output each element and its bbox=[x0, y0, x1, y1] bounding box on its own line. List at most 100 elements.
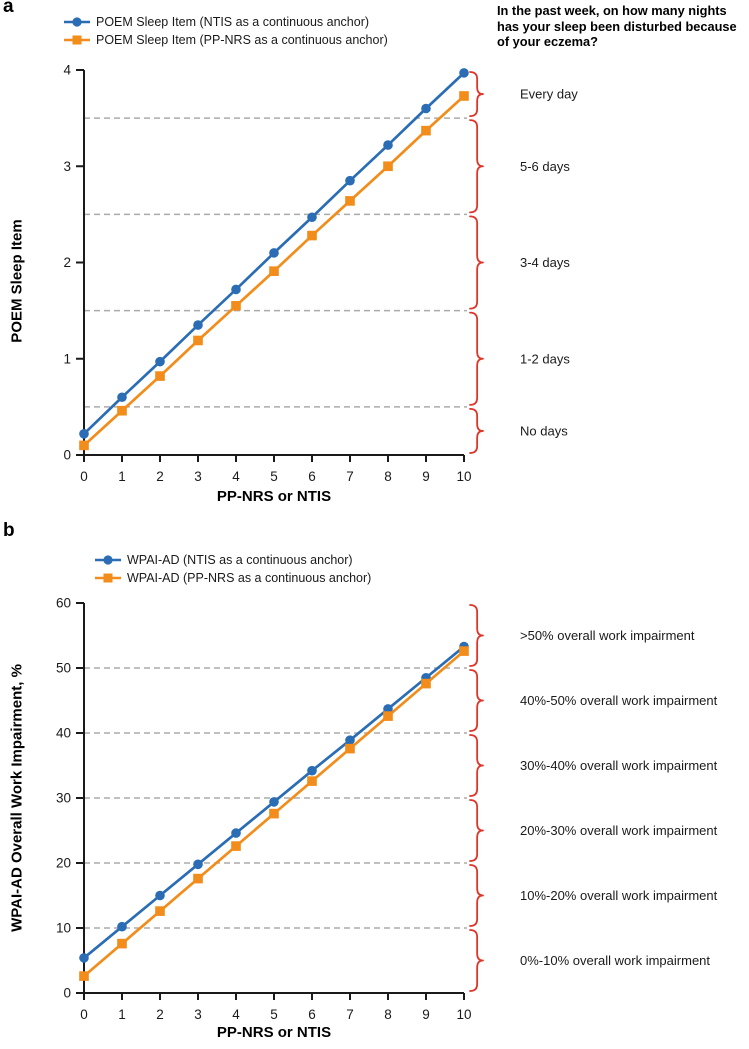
data-point-marker bbox=[231, 841, 241, 851]
x-tick-label: 4 bbox=[232, 469, 240, 484]
x-tick-label: 5 bbox=[270, 469, 278, 484]
panel-b: 0 1 2 3 4 5 6 7 8 9 10 0 10 20 30 40 50 60 >50% overall wo… bbox=[56, 596, 718, 1023]
legend-item: WPAI-AD (NTIS as a continuous anchor) bbox=[95, 551, 371, 569]
y-tick-label: 0 bbox=[63, 986, 71, 1001]
x-tick-label: 7 bbox=[346, 469, 354, 484]
data-point-marker bbox=[269, 808, 279, 819]
y-tick-label: 40 bbox=[56, 726, 71, 741]
x-tick-label: 8 bbox=[384, 469, 392, 484]
x-tick-label: 7 bbox=[346, 1007, 354, 1022]
x-tick-label: 10 bbox=[456, 469, 471, 484]
data-point-marker bbox=[231, 301, 241, 311]
data-point-marker bbox=[269, 797, 279, 807]
x-tick-label: 1 bbox=[118, 469, 126, 484]
data-point-marker bbox=[383, 711, 393, 721]
y-tick-label: 2 bbox=[63, 255, 71, 270]
data-point-marker bbox=[79, 429, 89, 439]
annotation-label: No days bbox=[520, 423, 568, 438]
data-point-marker bbox=[193, 320, 203, 330]
data-point-marker bbox=[459, 68, 469, 78]
x-tick-label: 0 bbox=[80, 1007, 88, 1022]
y-tick-label: 60 bbox=[56, 596, 71, 611]
legend-marker-square-icon bbox=[95, 573, 121, 583]
panel-a-letter: a bbox=[3, 0, 14, 17]
annotation-label: 5-6 days bbox=[520, 159, 570, 174]
data-point-marker bbox=[117, 392, 127, 403]
data-point-marker bbox=[193, 335, 203, 346]
x-tick-label: 9 bbox=[422, 469, 430, 484]
panel-b-letter: b bbox=[3, 520, 15, 541]
y-tick-label: 50 bbox=[56, 661, 71, 676]
data-point-marker bbox=[231, 284, 241, 295]
data-point-marker bbox=[269, 248, 279, 258]
annotation-label: Every day bbox=[520, 87, 578, 102]
data-point-marker bbox=[193, 859, 203, 870]
annotation-label: 30%-40% overall work impairment bbox=[520, 758, 718, 773]
brace-icon bbox=[469, 215, 484, 310]
y-tick-label: 20 bbox=[56, 856, 71, 871]
legend-panel-a: POEM Sleep Item (NTIS as a continuous an… bbox=[64, 13, 388, 49]
data-point-marker bbox=[307, 765, 317, 776]
annotation-label: 3-4 days bbox=[520, 255, 570, 270]
panel-a-x-axis-title: PP-NRS or NTIS bbox=[216, 488, 332, 505]
anchor-question-text: In the past week, on how many nights has… bbox=[497, 3, 737, 50]
legend-marker-square-icon bbox=[64, 35, 90, 45]
y-tick-label: 30 bbox=[56, 791, 71, 806]
y-tick-label: 1 bbox=[63, 351, 71, 366]
brace-icon bbox=[469, 604, 484, 667]
data-point-marker bbox=[307, 230, 317, 241]
x-tick-label: 6 bbox=[308, 469, 316, 484]
data-point-marker bbox=[459, 91, 469, 101]
data-point-marker bbox=[155, 356, 165, 367]
legend-marker-circle-icon bbox=[64, 17, 90, 27]
panel-a-y-axis-title: POEM Sleep Item bbox=[8, 219, 26, 343]
brace-icon bbox=[469, 669, 484, 732]
data-point-marker bbox=[79, 953, 89, 963]
brace-icon bbox=[469, 929, 484, 992]
legend-item-label: WPAI-AD (PP-NRS as a continuous anchor) bbox=[127, 571, 372, 585]
data-point-marker bbox=[79, 971, 89, 981]
data-point-marker bbox=[155, 890, 165, 901]
panel-a: 0 1 2 3 4 5 6 7 8 9 10 0 1 2 3 4 Every day 5-6 days 3-4 da… bbox=[63, 63, 578, 485]
data-point-marker bbox=[155, 906, 165, 916]
annotation-label: >50% overall work impairment bbox=[520, 628, 695, 643]
brace-icon bbox=[469, 119, 484, 214]
x-tick-label: 3 bbox=[194, 1007, 202, 1022]
brace-icon bbox=[469, 311, 484, 406]
legend-marker-circle-icon bbox=[95, 555, 121, 565]
x-tick-label: 4 bbox=[232, 1007, 240, 1022]
data-point-marker bbox=[383, 161, 393, 172]
x-tick-label: 2 bbox=[156, 1007, 164, 1022]
data-point-marker bbox=[383, 140, 393, 150]
x-tick-label: 2 bbox=[156, 469, 164, 484]
panel-b-y-axis-title: WPAI-AD Overall Work Impairment, % bbox=[8, 664, 26, 932]
annotation-label: 40%-50% overall work impairment bbox=[520, 693, 718, 708]
data-point-marker bbox=[459, 646, 469, 656]
y-tick-label: 0 bbox=[63, 448, 71, 463]
legend-item-label: POEM Sleep Item (PP-NRS as a continuous … bbox=[96, 33, 388, 47]
legend-item-label: POEM Sleep Item (NTIS as a continuous an… bbox=[96, 15, 370, 29]
x-tick-label: 10 bbox=[456, 1007, 471, 1022]
data-point-marker bbox=[345, 743, 355, 754]
data-point-marker bbox=[421, 678, 431, 689]
y-tick-label: 4 bbox=[63, 63, 71, 78]
data-point-marker bbox=[421, 125, 431, 136]
x-tick-label: 3 bbox=[194, 469, 202, 484]
data-point-marker bbox=[421, 103, 431, 114]
brace-icon bbox=[469, 864, 484, 927]
data-point-marker bbox=[117, 938, 127, 949]
data-point-marker bbox=[345, 175, 355, 186]
brace-icon bbox=[469, 407, 484, 454]
brace-icon bbox=[469, 734, 484, 797]
x-tick-label: 9 bbox=[422, 1007, 430, 1022]
legend-item: WPAI-AD (PP-NRS as a continuous anchor) bbox=[95, 569, 371, 587]
panel-b-x-axis-title: PP-NRS or NTIS bbox=[216, 1024, 332, 1041]
data-point-marker bbox=[193, 873, 203, 884]
legend-panel-b: WPAI-AD (NTIS as a continuous anchor) WP… bbox=[95, 551, 371, 587]
x-tick-label: 5 bbox=[270, 1007, 278, 1022]
data-point-marker bbox=[269, 266, 279, 276]
y-tick-label: 10 bbox=[56, 921, 71, 936]
data-point-marker bbox=[307, 212, 317, 223]
